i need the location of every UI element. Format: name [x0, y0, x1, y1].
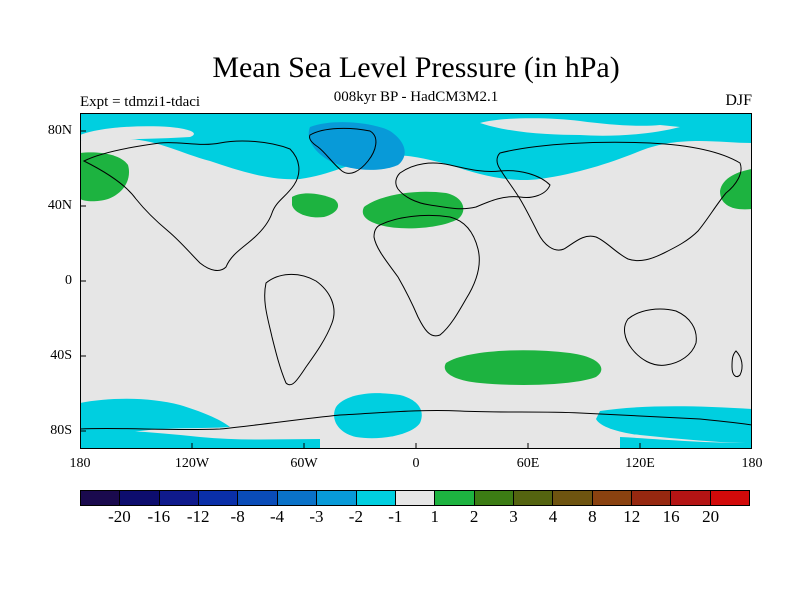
colorbar-swatch	[632, 491, 672, 505]
colorbar-label: -4	[269, 507, 285, 526]
colorbar-swatch	[277, 491, 318, 505]
season-label: DJF	[725, 92, 752, 109]
colorbar-swatch	[81, 491, 121, 505]
colorbar-swatch	[710, 491, 750, 505]
colorbar-swatch	[238, 491, 278, 505]
southern-negative-anomaly-west	[80, 398, 230, 435]
axis-ticks	[80, 130, 641, 449]
colorbar-label: 16	[662, 507, 680, 526]
colorbar-swatch	[120, 491, 160, 505]
lon-label-180-east: 180	[741, 456, 763, 471]
colorbar-label: 12	[623, 507, 641, 526]
southern-negative-anomaly-center	[334, 393, 422, 439]
colorbar-label: 2	[469, 507, 479, 526]
colorbar-swatch	[435, 491, 475, 505]
coastline-africa	[373, 214, 480, 337]
map-title: Mean Sea Level Pressure (in hPa)	[212, 51, 620, 84]
experiment-label: Expt = tdmzi1-tdaci	[80, 94, 201, 110]
colorbar-label: -16	[147, 507, 171, 526]
colorbar-swatch	[513, 491, 554, 505]
coastline-greenland	[309, 127, 377, 174]
lon-label-0: 0	[412, 456, 420, 471]
lat-label-0: 0	[65, 273, 72, 288]
northern-neutral-gap-2	[80, 126, 194, 141]
colorbar-label: -8	[230, 507, 245, 526]
coastline-new-zealand	[731, 350, 743, 378]
colorbar-swatch	[671, 491, 711, 505]
lat-label-40s: 40S	[50, 348, 72, 363]
lat-label-80n: 80N	[47, 123, 72, 138]
positive-anomaly-mediterranean	[362, 191, 464, 229]
lat-label-80s: 80S	[50, 423, 72, 438]
positive-anomaly-north-atlantic	[292, 193, 339, 218]
colorbar-label: 20	[702, 507, 720, 526]
colorbar-label: -3	[309, 507, 324, 526]
colorbar-swatch	[395, 491, 436, 505]
coastline-australia	[624, 308, 697, 366]
colorbar-label: 1	[430, 507, 439, 526]
positive-anomaly-north-pacific-west	[80, 152, 130, 202]
northern-neutral-gap	[480, 118, 680, 136]
colorbar-label: 8	[588, 507, 597, 526]
coastline-asia	[496, 141, 742, 262]
coastlines	[80, 127, 752, 431]
colorbar-label: -1	[388, 507, 403, 526]
lon-label-60e: 60E	[516, 456, 540, 471]
greenland-stronger-negative	[308, 122, 405, 170]
lat-label-40n: 40N	[47, 198, 72, 213]
lon-label-120e: 120E	[625, 456, 655, 471]
colorbar-swatch	[474, 491, 514, 505]
colorbar-swatch	[199, 491, 239, 505]
southern-negative-anomaly-floor-east	[620, 437, 752, 449]
coastline-north-america	[82, 140, 300, 271]
colorbar-swatch	[317, 491, 357, 505]
colorbar-label: -2	[348, 507, 363, 526]
colorbar	[80, 490, 750, 506]
southern-negative-anomaly-floor	[80, 430, 320, 449]
coastline-antarctica	[80, 409, 752, 431]
colorbar-label: -20	[108, 507, 131, 526]
coastline-europe	[395, 162, 551, 210]
map-subtitle: 008kyr BP - HadCM3M2.1	[333, 89, 499, 105]
coastline-south-america	[264, 274, 335, 386]
neutral-field	[80, 113, 752, 449]
lon-label-60w: 60W	[290, 456, 318, 471]
colorbar-label: -12	[186, 507, 210, 526]
lon-label-120w: 120W	[174, 456, 210, 471]
colorbar-label: 3	[509, 507, 518, 526]
positive-anomaly-north-pacific-east	[720, 169, 752, 210]
lon-label-180-west: 180	[69, 456, 91, 471]
colorbar-swatch	[553, 491, 593, 505]
map-svg	[80, 113, 752, 449]
colorbar-label: 4	[548, 507, 558, 526]
colorbar-swatch	[356, 491, 396, 505]
colorbar-swatch	[159, 491, 200, 505]
colorbar-swatch	[592, 491, 633, 505]
map-panel	[80, 113, 752, 449]
positive-anomaly-south-indian	[444, 350, 602, 385]
